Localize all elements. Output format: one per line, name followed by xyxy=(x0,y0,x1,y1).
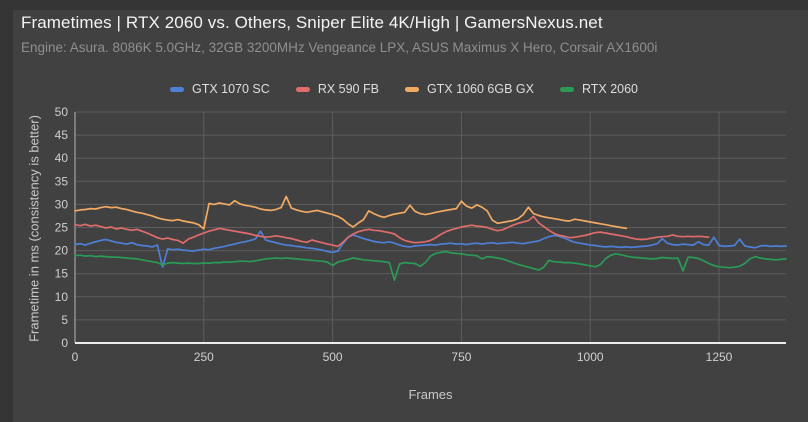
y-tick-label: 30 xyxy=(55,197,69,211)
x-tick-label: 0 xyxy=(72,350,79,364)
series-line-rx-590-fb xyxy=(74,215,710,248)
legend-item-rtx-2060[interactable]: RTX 2060 xyxy=(559,82,639,96)
y-tick-label: 25 xyxy=(55,221,69,235)
x-axis-title: Frames xyxy=(408,387,453,402)
x-tick-label: 250 xyxy=(194,350,214,364)
y-tick-label: 20 xyxy=(55,244,69,258)
legend-label: GTX 1060 6GB GX xyxy=(426,82,534,96)
chart-legend: GTX 1070 SC RX 590 FB GTX 1060 6GB GX RT… xyxy=(0,81,808,97)
y-tick-label: 35 xyxy=(55,174,69,188)
legend-swatch-gtx-1060-6gb-gx xyxy=(404,86,419,92)
y-tick-label: 0 xyxy=(61,336,68,350)
series-line-gtx-1070-sc xyxy=(74,230,787,269)
legend-swatch-gtx-1070-sc xyxy=(169,86,184,92)
legend-label: GTX 1070 SC xyxy=(191,82,270,96)
y-axis-title: Frametime in ms (consistency is better) xyxy=(26,115,42,342)
legend-item-gtx-1060-6gb-gx[interactable]: GTX 1060 6GB GX xyxy=(404,82,534,96)
y-tick-label: 45 xyxy=(55,128,69,142)
y-tick-label: 5 xyxy=(61,313,68,327)
y-tick-label: 15 xyxy=(55,267,69,281)
x-tick-label: 1000 xyxy=(577,350,604,364)
chart-subtitle: Engine: Asura. 8086K 5.0GHz, 32GB 3200MH… xyxy=(21,40,658,55)
y-tick-label: 40 xyxy=(55,151,69,165)
x-tick-label: 750 xyxy=(451,350,471,364)
y-tick-label: 50 xyxy=(55,105,69,119)
legend-label: RX 590 FB xyxy=(317,82,379,96)
x-tick-label: 1250 xyxy=(706,350,733,364)
legend-item-rx-590-fb[interactable]: RX 590 FB xyxy=(295,82,379,96)
x-tick-label: 500 xyxy=(323,350,343,364)
chart-title: Frametimes | RTX 2060 vs. Others, Sniper… xyxy=(21,13,603,32)
series-line-rtx-2060 xyxy=(74,250,787,282)
series-line-gtx-1060-6gb-gx xyxy=(74,195,628,230)
chart-panel xyxy=(13,10,808,422)
legend-item-gtx-1070-sc[interactable]: GTX 1070 SC xyxy=(169,82,270,96)
legend-swatch-rx-590-fb xyxy=(295,86,310,92)
legend-label: RTX 2060 xyxy=(581,82,639,96)
legend-swatch-rtx-2060 xyxy=(559,86,574,92)
y-tick-label: 10 xyxy=(55,290,69,304)
